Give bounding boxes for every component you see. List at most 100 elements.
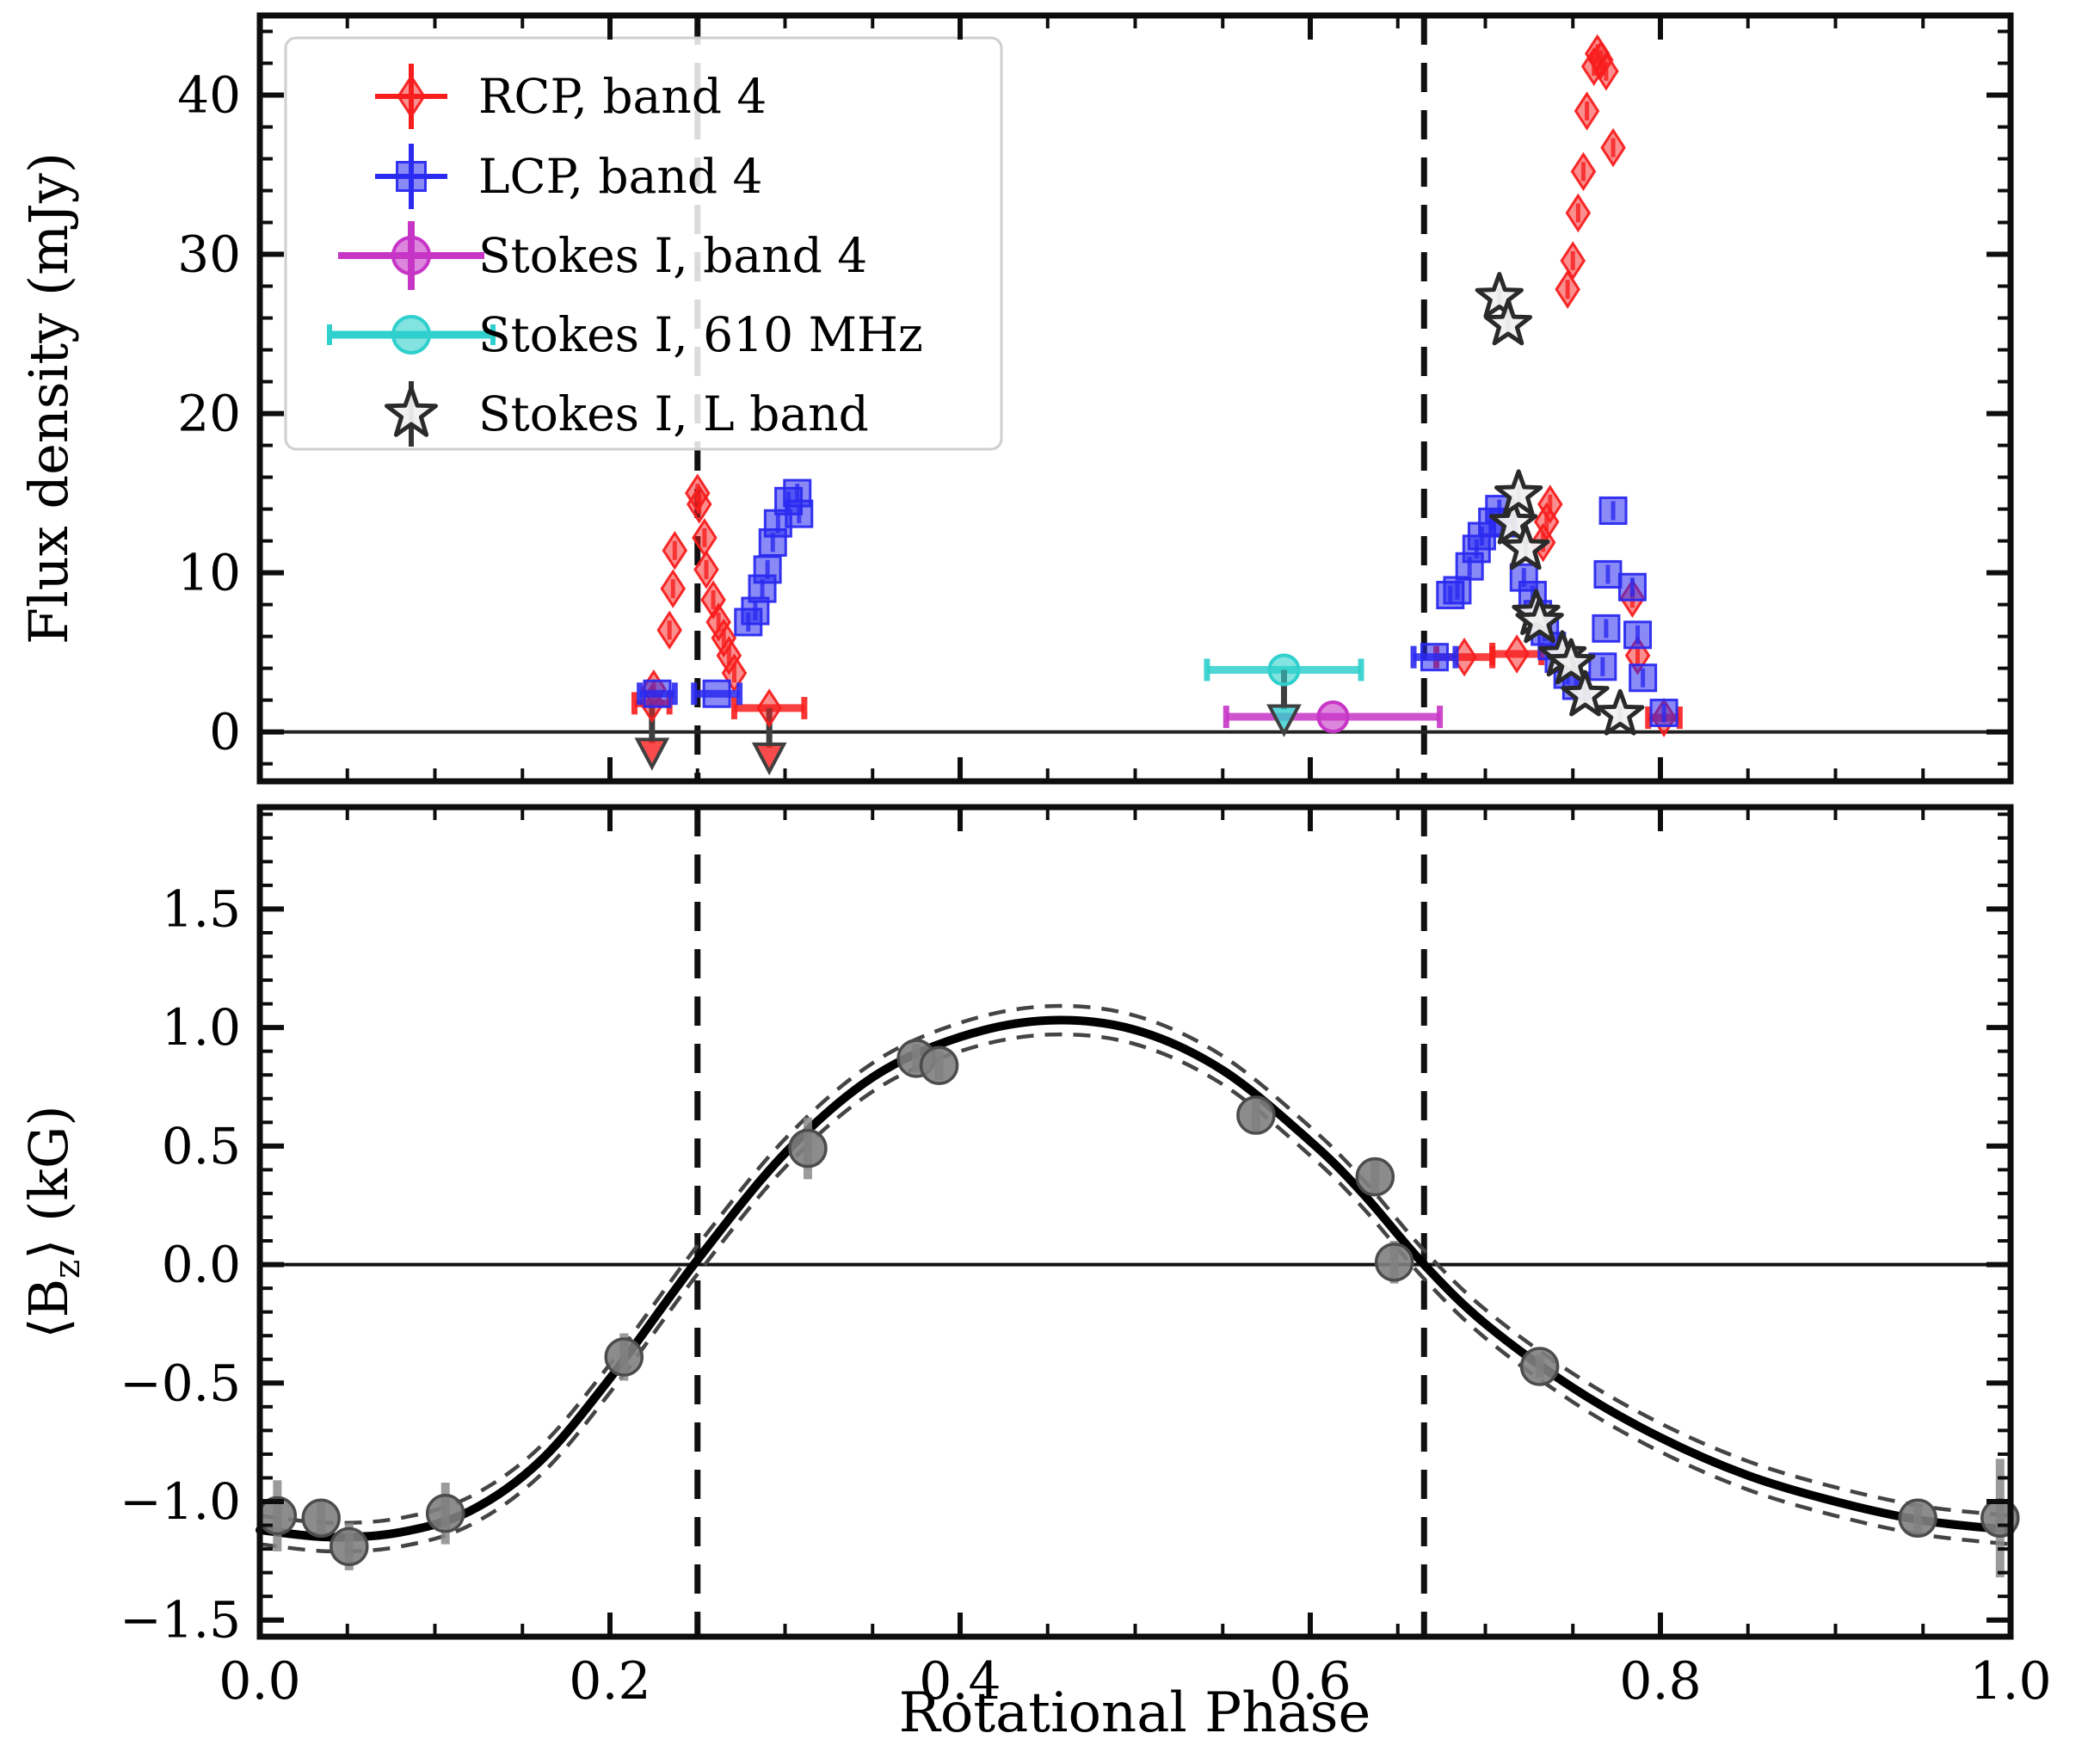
rcp-point <box>1537 484 1563 524</box>
rcp-point <box>1504 634 1530 674</box>
bz-fit-curve <box>256 1015 2015 1542</box>
y-tick-label: 0 <box>209 703 241 762</box>
lcp-point <box>1617 572 1647 601</box>
legend-label: RCP, band 4 <box>478 69 767 124</box>
rcp-point <box>1600 127 1626 168</box>
rcp-point <box>1555 269 1580 310</box>
bz-point <box>1519 1347 1560 1386</box>
rcp-point <box>686 484 712 524</box>
legend-box <box>284 36 1003 451</box>
bz-point <box>1236 1095 1276 1135</box>
lcp-point <box>785 499 814 528</box>
flux-density-panel: RCP, band 4 LCP, band 4 Stokes I, band 4 St… <box>260 15 2011 781</box>
rcp-point <box>1565 193 1592 233</box>
legend-label: Stokes I, 610 MHz <box>478 307 923 362</box>
lcp-point <box>753 555 782 584</box>
fit-upper-band <box>259 1003 2011 1526</box>
lband-star-point <box>1547 638 1596 685</box>
lcp-point <box>1592 614 1621 643</box>
stokes-point <box>1316 700 1350 734</box>
lband-star-point <box>1561 669 1610 717</box>
bz-panel <box>256 807 2020 1637</box>
bottom-panel-axes: −1.5 −1.0 −0.5 0.0 0.5 1.0 1.5 0.0 0.2 0.4 0.6 0.8 1… <box>120 804 2052 1712</box>
legend-item-lcp-band4: LCP, band 4 <box>375 144 763 209</box>
y-tick-label: 40 <box>177 66 241 125</box>
x-tick-label: 0.8 <box>1619 1651 1701 1712</box>
lband-star-point <box>1501 523 1550 571</box>
lband-star-point <box>1488 497 1538 545</box>
y-tick-label: 10 <box>177 544 241 602</box>
upper-limit-arrow-head <box>1266 704 1302 737</box>
lcp-point <box>1598 496 1628 525</box>
lcp-point <box>1623 620 1653 650</box>
lcp-point <box>1420 643 1449 672</box>
bz-point <box>919 1045 959 1085</box>
y-tick-label: −1.0 <box>120 1472 241 1531</box>
x-tick-label: 1.0 <box>1969 1651 2051 1712</box>
x-axis-title: Rotational Phase <box>899 1681 1371 1745</box>
y-tick-label: 1.5 <box>162 879 241 938</box>
legend-item-stokesI-band4: Stokes I, band 4 <box>338 221 867 290</box>
legend-item-stokesI-lband: Stokes I, L band <box>385 381 869 447</box>
stokesI-band4-series <box>1223 700 1444 734</box>
x-tick-label: 0.6 <box>1269 1651 1351 1712</box>
lcp-point <box>1443 576 1472 605</box>
legend-label: Stokes I, band 4 <box>478 228 867 283</box>
rcp-point <box>1574 91 1600 131</box>
rcp-point <box>397 74 426 119</box>
rcp-series <box>631 34 1683 776</box>
y-tick-label: −1.5 <box>120 1591 241 1650</box>
panel-border <box>256 804 2014 1640</box>
lband-star-point <box>1475 272 1524 318</box>
bz-point <box>604 1337 644 1377</box>
y-tick-label: −0.5 <box>120 1354 241 1412</box>
y-tick-label: 30 <box>177 225 241 284</box>
x-tick-label: 0.2 <box>569 1651 650 1712</box>
bz-point <box>1355 1156 1395 1197</box>
legend-label: LCP, band 4 <box>478 149 763 204</box>
top-panel-axes: 0 10 20 30 40 <box>177 12 2014 785</box>
rcp-point <box>662 530 688 571</box>
rcp-point <box>656 610 682 650</box>
x-tick-label: 0.0 <box>219 1651 300 1712</box>
legend-label: Stokes I, L band <box>478 386 869 441</box>
bz-point <box>301 1498 341 1539</box>
bz-point <box>330 1527 369 1567</box>
legend-item-rcp-band4: RCP, band 4 <box>375 64 767 129</box>
rcp-point <box>660 569 687 608</box>
rcp-point <box>756 688 782 728</box>
rcp-point <box>1570 151 1597 192</box>
rcp-point <box>693 550 719 589</box>
legend: RCP, band 4 LCP, band 4 Stokes I, band 4 St… <box>284 36 1003 451</box>
stokes-point <box>1267 653 1301 687</box>
lcp-point <box>1629 663 1658 693</box>
bz-point <box>1898 1498 1937 1539</box>
x-tick-label: 0.4 <box>919 1651 1001 1712</box>
upper-limit-arrow-head <box>751 742 787 776</box>
rcp-point <box>1593 52 1619 91</box>
lband-star-point <box>1515 596 1564 644</box>
lcp-point <box>396 161 427 192</box>
lcp-point <box>643 679 672 708</box>
top-y-axis-title: Flux density (mJy) <box>17 152 80 645</box>
fit-lower-band <box>259 1032 2011 1554</box>
lcp-point <box>1649 698 1678 727</box>
lband-star-point <box>1596 688 1645 736</box>
stokes-point <box>391 315 431 355</box>
rcp-point <box>1560 241 1586 281</box>
bz-point <box>788 1128 828 1169</box>
y-tick-label: 0.5 <box>162 1117 241 1175</box>
y-tick-label: 20 <box>177 385 241 443</box>
lband-series <box>1475 272 1645 736</box>
lcp-point <box>1593 559 1623 589</box>
upper-limit-arrow-head <box>634 737 670 771</box>
y-tick-label: 0.0 <box>162 1236 241 1294</box>
bottom-y-axis-title: ⟨Bz⟩ (kG) <box>17 1105 88 1338</box>
y-tick-label: 1.0 <box>162 998 241 1057</box>
lband-star-point <box>385 385 438 437</box>
bz-point <box>425 1494 465 1533</box>
panel-border <box>256 12 2014 785</box>
legend-item-stokesI-610mhz: Stokes I, 610 MHz <box>327 307 923 362</box>
